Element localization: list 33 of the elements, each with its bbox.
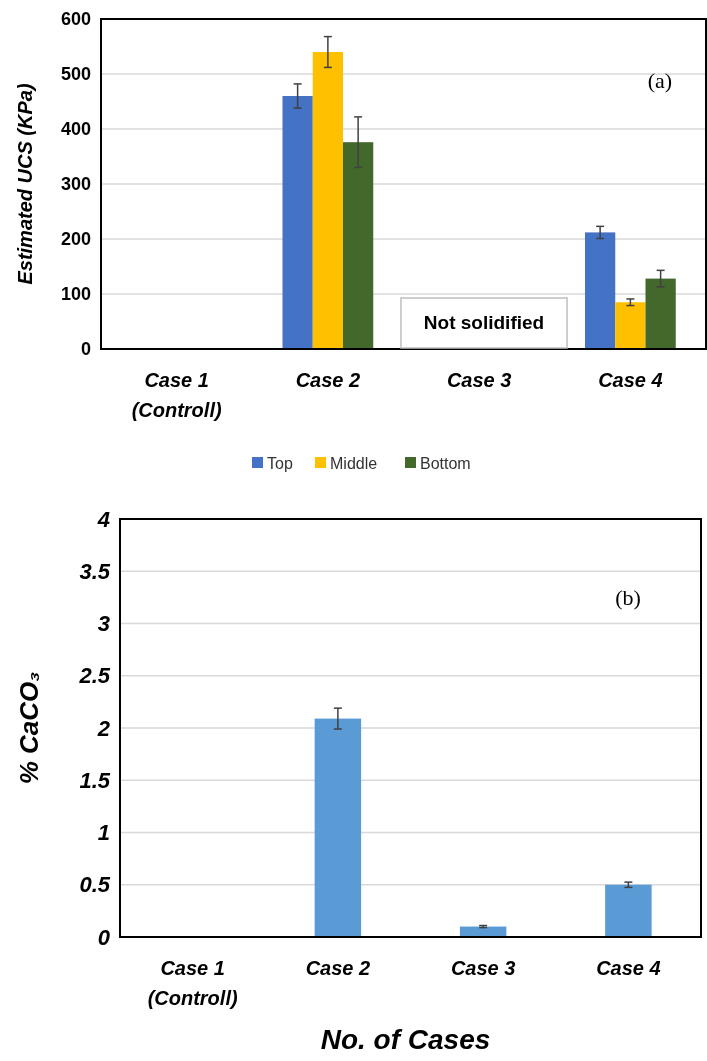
- y-tick-label: 1.5: [79, 767, 111, 793]
- annotation: (a): [647, 67, 673, 93]
- legend-label: Bottom: [420, 454, 471, 472]
- y-tick-label: 100: [60, 284, 91, 305]
- x-tick-label: Case 1 (Controll): [147, 957, 238, 1009]
- y-axis-title: % CaCO₃: [14, 671, 44, 785]
- y-tick-label: 3: [97, 611, 110, 637]
- y-tick-label: 500: [60, 64, 91, 85]
- y-tick-label: 400: [60, 119, 91, 140]
- annotation: Not solidified: [423, 311, 545, 333]
- legend-label: Top: [267, 454, 293, 472]
- x-tick-label: Case 2: [295, 369, 361, 391]
- y-tick-label: 0.5: [79, 872, 111, 898]
- x-tick-label: Case 4: [598, 369, 663, 391]
- x-tick-label: Case 1 (Controll): [131, 369, 222, 421]
- annotation: (b): [615, 584, 641, 610]
- x-tick-label: Case 4: [596, 957, 661, 979]
- y-tick-label: 0: [80, 339, 91, 360]
- x-axis-title: No. of Cases: [320, 1024, 491, 1055]
- y-tick-label: 4: [96, 506, 110, 532]
- x-tick-label: Case 2: [305, 957, 371, 979]
- y-tick-label: 3.5: [79, 558, 111, 584]
- legend-label: Middle: [330, 454, 378, 472]
- y-tick-label: 300: [60, 174, 91, 195]
- y-tick-label: 1: [97, 820, 110, 846]
- y-tick-label: 600: [60, 9, 91, 30]
- y-tick-label: 0: [97, 924, 111, 950]
- y-axis-title: Estimated UCS (KPa): [14, 83, 36, 285]
- x-tick-label: Case 3: [450, 957, 516, 979]
- x-tick-label: Case 3: [446, 369, 512, 391]
- y-tick-label: 2: [96, 715, 111, 741]
- y-tick-label: 200: [60, 229, 91, 250]
- y-tick-label: 2.5: [78, 663, 111, 689]
